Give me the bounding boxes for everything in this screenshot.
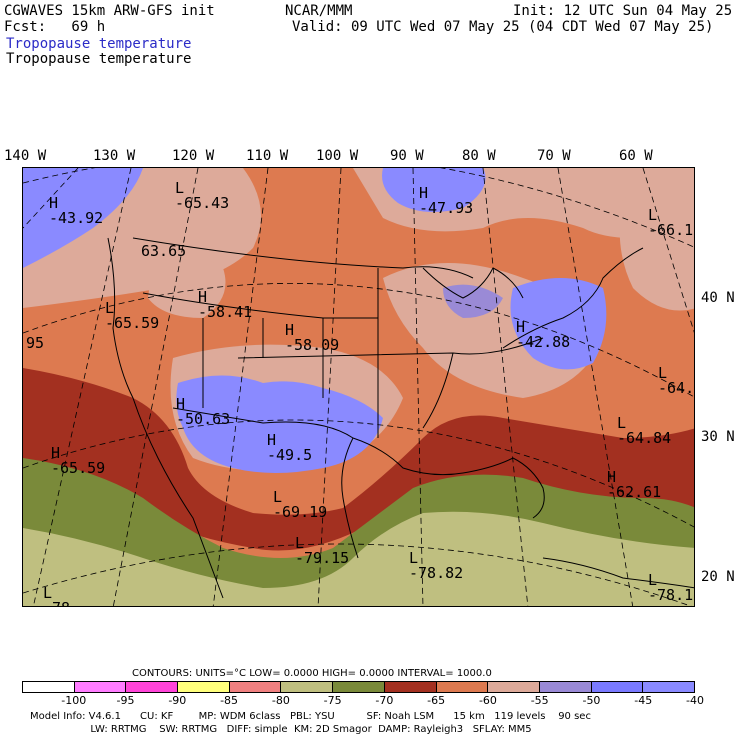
- colorbar-tick-label: -50: [582, 694, 601, 707]
- colorbar: [22, 681, 695, 693]
- map-panel: H -43.92 L -65.43 63.65 H -47.93 L -66.1 L -6…: [22, 167, 695, 607]
- colorbar-swatch: [178, 682, 230, 692]
- forecast-hour: Fcst: 69 h: [4, 19, 106, 35]
- map-label-high: H -42.88: [516, 318, 571, 351]
- lon-label-100w: 100 W: [316, 148, 359, 164]
- colorbar-swatch: [539, 682, 592, 692]
- map-label-high: H -50.63: [176, 395, 231, 428]
- lon-label-130w: 130 W: [93, 148, 136, 164]
- org-label: NCAR/MMM: [285, 3, 353, 19]
- tropopause-temperature-field: [23, 168, 694, 606]
- colorbar-swatch: [591, 682, 644, 692]
- map-label-value: .95: [23, 334, 45, 352]
- colorbar-ticks: -100 -95 -90 -85 -80 -75 -70 -65 -60 -55 -50 -45 -40…: [22, 694, 712, 708]
- colorbar-swatch: [488, 682, 540, 692]
- lat-label-40n: 40 N: [701, 290, 735, 306]
- colorbar-tick-label: -70: [375, 694, 394, 707]
- init-time: Init: 12 UTC Sun 04 May 25: [513, 3, 733, 19]
- map-label-high: H -58.41: [198, 288, 253, 321]
- colorbar-tick-label: -55: [530, 694, 549, 707]
- model-info-line2: LW: RRTMG SW: RRTMG DIFF: simple KM: 2D …: [30, 724, 532, 735]
- lon-label-60w: 60 W: [619, 148, 653, 164]
- colorbar-tick-label: -85: [220, 694, 239, 707]
- map-label-high: H -47.93: [419, 184, 474, 217]
- map-label-high: H -49.5: [267, 431, 313, 464]
- map-label-low: L -78.1: [648, 571, 694, 604]
- lat-label-30n: 30 N: [701, 429, 735, 445]
- lat-label-20n: 20 N: [701, 569, 735, 585]
- colorbar-swatch: [126, 682, 179, 692]
- colorbar-tick-label: -40: [686, 694, 704, 707]
- colorbar-tick-label: -95: [116, 694, 135, 707]
- lon-label-70w: 70 W: [537, 148, 571, 164]
- colorbar-tick-label: -60: [478, 694, 497, 707]
- map-label-low: L -69.19: [273, 488, 328, 521]
- colorbar-tick-label: -45: [634, 694, 653, 707]
- map-label-low: L -64.84: [617, 414, 672, 447]
- lon-label-80w: 80 W: [462, 148, 496, 164]
- contour-info: CONTOURS: UNITS=°C LOW= 0.0000 HIGH= 0.0…: [132, 668, 492, 679]
- colorbar-swatch: [333, 682, 385, 692]
- valid-time: Valid: 09 UTC Wed 07 May 25 (04 CDT Wed …: [292, 19, 714, 35]
- colorbar-tick-label: -100: [61, 694, 87, 707]
- colorbar-swatch: [281, 682, 334, 692]
- map-label-value: 63.65: [141, 242, 187, 260]
- lon-label-110w: 110 W: [246, 148, 289, 164]
- colorbar-swatch: [23, 682, 75, 692]
- model-info-line1: Model Info: V4.6.1 CU: KF MP: WDM 6class…: [30, 711, 591, 722]
- colorbar-swatch: [436, 682, 489, 692]
- map-label-high: H -43.92: [49, 194, 104, 227]
- field-title-contour: Tropopause temperature: [6, 51, 192, 67]
- map-label-low: L -78.82: [409, 549, 464, 582]
- colorbar-tick-label: -65: [427, 694, 446, 707]
- map-label-low: L -65.43: [175, 179, 230, 212]
- colorbar-tick-label: -90: [168, 694, 187, 707]
- lon-label-90w: 90 W: [390, 148, 424, 164]
- map-label-high: H -65.59: [51, 444, 106, 477]
- map-label-high: H -62.61: [607, 468, 662, 501]
- colorbar-swatch: [229, 682, 282, 692]
- map-label-low: L-78: [43, 584, 70, 607]
- field-title-shaded: Tropopause temperature: [6, 36, 192, 52]
- map-label-high: H -58.09: [285, 321, 340, 354]
- colorbar-tick-label: -80: [271, 694, 290, 707]
- lon-label-120w: 120 W: [172, 148, 215, 164]
- model-title: CGWAVES 15km ARW-GFS init: [4, 3, 215, 19]
- map-label-low: L -79.15: [295, 534, 350, 567]
- colorbar-swatch: [384, 682, 437, 692]
- map-label-low: L -65.59: [105, 299, 160, 332]
- map-label-low: L-64.7: [658, 364, 695, 397]
- colorbar-tick-label: -75: [323, 694, 342, 707]
- colorbar-swatch: [643, 682, 694, 692]
- lon-label-140w: 140 W: [4, 148, 47, 164]
- colorbar-swatch: [74, 682, 127, 692]
- map-label-low: L -66.1: [648, 206, 694, 239]
